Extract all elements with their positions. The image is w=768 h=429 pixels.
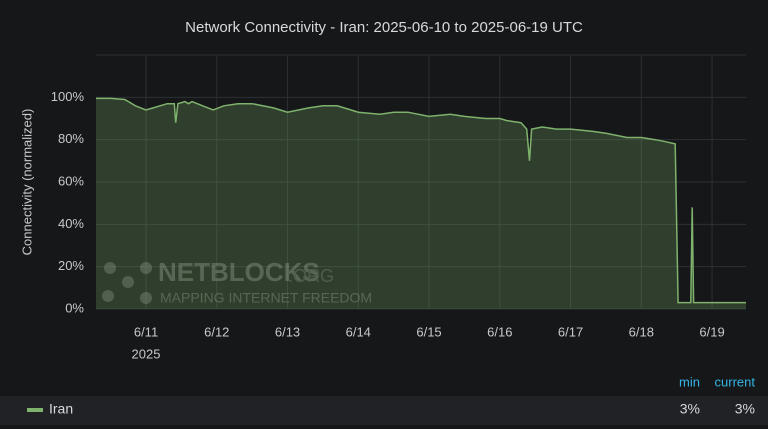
x-tick-label: 6/11 — [134, 324, 158, 339]
y-axis-label: Connectivity (normalized) — [19, 109, 34, 256]
y-tick-label: 60% — [58, 173, 84, 188]
y-tick-label: 0% — [65, 300, 84, 315]
x-tick-label: 6/17 — [558, 324, 583, 339]
series-area — [96, 98, 746, 310]
legend-swatch — [27, 408, 43, 412]
watermark-icon — [140, 262, 152, 274]
x-tick-label: 6/15 — [416, 324, 441, 339]
watermark-name: NETBLOCKS — [158, 257, 320, 287]
y-tick-label: 20% — [58, 258, 84, 273]
legend-label: Iran — [49, 401, 73, 417]
x-tick-label: 6/14 — [346, 324, 371, 339]
watermark: NETBLOCKS.ORG MAPPING INTERNET FREEDOM — [102, 257, 372, 306]
x-tick-label: 6/18 — [629, 324, 654, 339]
x-year-label: 2025 — [132, 346, 161, 361]
watermark-tagline: MAPPING INTERNET FREEDOM — [160, 290, 372, 306]
x-tick-label: 6/13 — [275, 324, 300, 339]
watermark-icon — [104, 262, 116, 274]
x-tick-label: 6/19 — [699, 324, 724, 339]
legend-row — [0, 396, 768, 425]
y-tick-label: 40% — [58, 216, 84, 231]
legend-column-header: current — [715, 374, 756, 389]
x-tick-label: 6/12 — [204, 324, 229, 339]
x-tick-label: 6/16 — [487, 324, 512, 339]
legend-stat: 3% — [680, 401, 700, 417]
watermark-icon — [140, 292, 152, 304]
watermark-icon — [122, 276, 134, 288]
legend-column-header: min — [679, 374, 700, 389]
chart-title: Network Connectivity - Iran: 2025-06-10 … — [185, 19, 583, 36]
y-tick-label: 80% — [58, 131, 84, 146]
legend-stat: 3% — [735, 401, 755, 417]
watermark-icon — [102, 290, 114, 302]
watermark-suffix: .ORG — [288, 266, 334, 286]
y-tick-label: 100% — [51, 89, 85, 104]
series-line — [96, 97, 746, 304]
